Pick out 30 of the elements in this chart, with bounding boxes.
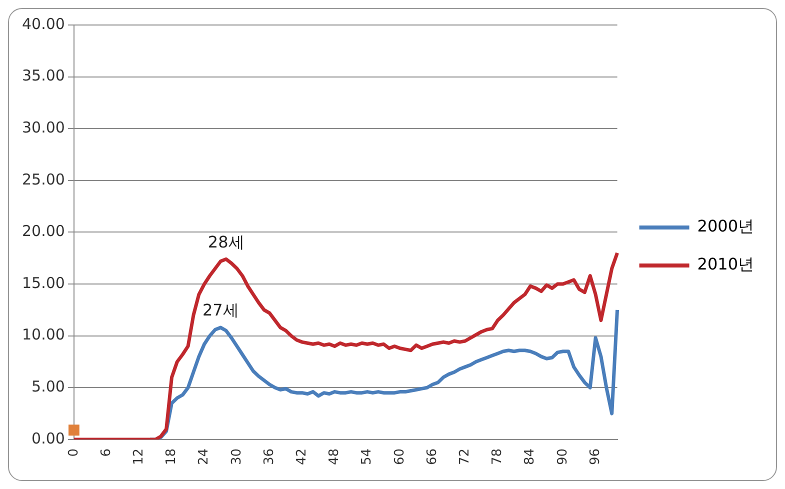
y-tick-label: 35.00 bbox=[22, 66, 65, 85]
y-tick-label: 10.00 bbox=[22, 326, 65, 344]
x-tick-label: 18 bbox=[164, 448, 180, 466]
y-tick-label: 40.00 bbox=[22, 14, 65, 33]
x-tick-label: 84 bbox=[522, 448, 538, 466]
y-tick-label: 30.00 bbox=[22, 118, 65, 137]
x-tick-label: 0 bbox=[66, 448, 82, 457]
y-tick-label: 25.00 bbox=[22, 170, 65, 188]
x-tick-label: 90 bbox=[555, 448, 570, 466]
y-tick-label: 5.00 bbox=[32, 378, 65, 396]
x-tick-label: 30 bbox=[229, 448, 244, 466]
legend-label: 2010년 bbox=[697, 254, 754, 274]
x-tick-label: 24 bbox=[196, 448, 212, 466]
x-tick-label: 78 bbox=[490, 448, 506, 466]
x-tick-label: 60 bbox=[392, 448, 408, 466]
x-tick-label: 36 bbox=[262, 448, 277, 466]
y-tick-label: 0.00 bbox=[32, 429, 65, 448]
x-tick-label: 6 bbox=[98, 448, 114, 457]
annotation: 28세 bbox=[208, 232, 244, 252]
x-tick-label: 42 bbox=[294, 448, 310, 466]
x-tick-label: 12 bbox=[132, 448, 147, 466]
legend-label: 2000년 bbox=[697, 216, 754, 236]
x-tick-label: 96 bbox=[588, 448, 603, 466]
x-tick-label: 72 bbox=[458, 448, 473, 466]
annotation: 27세 bbox=[202, 300, 239, 320]
x-tick-label: 66 bbox=[424, 448, 440, 466]
y-tick-label: 15.00 bbox=[22, 274, 65, 292]
x-tick-label: 54 bbox=[360, 448, 375, 466]
y-tick-label: 20.00 bbox=[22, 222, 65, 240]
x-tick-label: 48 bbox=[327, 448, 342, 466]
